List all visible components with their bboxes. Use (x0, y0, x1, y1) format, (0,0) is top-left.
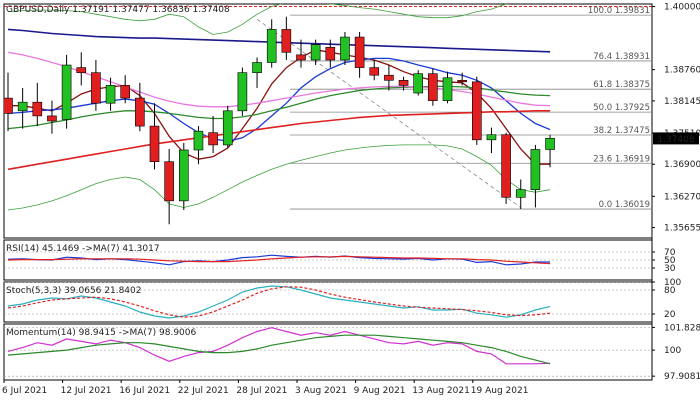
current-price-badge (653, 132, 699, 145)
sma5-line (8, 49, 551, 165)
fib-trendline (256, 18, 521, 208)
time-tick-label: 19 Aug 2021 (471, 386, 529, 396)
candle-body (32, 101, 43, 117)
fib-level-label: 38.2 1.37475 (593, 126, 650, 136)
candle-body (47, 115, 57, 122)
candle-body (325, 46, 336, 61)
sto-tick-label: 20 (664, 310, 676, 320)
time-tick-label: 28 Jul 2021 (236, 386, 287, 396)
bollinger-line (7, 4, 509, 35)
candle-body (252, 62, 262, 73)
mom-title: Momentum(14) 98.9415 ->MA(7) 98.9006 (6, 328, 197, 338)
candle-body (61, 64, 72, 120)
price-tick-label: 1.36270 (664, 192, 700, 202)
candle-body (530, 149, 541, 190)
rsi-title: RSI(14) 45.1469 ->MA(7) 41.3017 (6, 244, 160, 254)
candle-body (120, 85, 130, 99)
candle-body (501, 134, 511, 198)
price-tick-label: 1.38145 (664, 97, 700, 107)
candle-body (266, 29, 277, 63)
candle-body (164, 161, 174, 202)
fib-level-label: 100.0 1.39831 (588, 6, 650, 16)
candle-body (428, 73, 438, 101)
candle-body (354, 36, 365, 68)
main-plot-area (4, 4, 652, 225)
candle-body (222, 110, 233, 146)
time-tick-label: 6 Jul 2021 (2, 386, 47, 396)
fib-level-label: 0.0 1.36019 (599, 200, 650, 210)
rsi_ma-line (7, 255, 551, 265)
sma55-line (7, 110, 551, 171)
mom-tick-label: 97.9081 (664, 372, 700, 382)
candle-body (545, 137, 555, 150)
momentum-line (7, 327, 551, 365)
candle-body (179, 149, 189, 202)
candle-body (413, 73, 424, 94)
candle-body (149, 125, 160, 162)
candle-body (135, 97, 145, 127)
mom-tick-label: 100 (664, 346, 681, 356)
candle-body (296, 54, 306, 61)
time-tick-label: 16 Jul 2021 (119, 386, 170, 396)
candle-body (340, 36, 350, 61)
sma20-line (7, 85, 551, 130)
sto-tick-label: 100 (664, 278, 681, 288)
candle-body (4, 97, 13, 114)
momentum_ma-line (7, 334, 551, 365)
candle-body (457, 80, 467, 83)
sma30-line (7, 51, 551, 108)
chart-title: GBPUSD,Daily 1.37191 1.37477 1.36836 1.3… (6, 5, 230, 15)
candle-body (208, 132, 218, 146)
stoch_d-line (7, 286, 551, 318)
time-tick-label: 13 Aug 2021 (412, 386, 470, 396)
fib-level-label: 23.6 1.36919 (593, 154, 650, 164)
time-tick-label: 9 Aug 2021 (354, 386, 406, 396)
rsi-tick-label: 50 (664, 256, 676, 266)
fib-level-label: 50.0 1.37925 (593, 103, 650, 113)
candle-body (486, 134, 497, 141)
fib-level-label: 76.4 1.38931 (593, 52, 650, 62)
price-tick-label: 1.35655 (664, 224, 700, 234)
candle-body (193, 130, 204, 151)
rsi-tick-label: 70 (664, 248, 676, 258)
candle-body (91, 72, 101, 104)
sto-plot-area (4, 282, 652, 319)
candle-body (105, 85, 116, 104)
time-tick-label: 12 Jul 2021 (61, 386, 112, 396)
sto-title: Stoch(5,3,3) 39.0656 21.8402 (6, 286, 141, 296)
bollinger-line (7, 144, 551, 211)
sto-tick-label: 80 (664, 286, 676, 296)
candle-body (237, 72, 248, 112)
price-tick-label: 1.38760 (664, 66, 700, 76)
candle-body (310, 44, 321, 61)
rsi-plot-area (4, 251, 652, 269)
current-price-label: 1.37408 (657, 135, 694, 145)
sma100-line (7, 28, 551, 53)
rsi-tick-label: 30 (664, 264, 676, 274)
time-tick-label: 22 Jul 2021 (178, 386, 229, 396)
mom-plot-area (4, 327, 652, 377)
candle-body (442, 77, 453, 101)
price-tick-label: 1.40000 (664, 3, 700, 13)
candle-body (398, 80, 409, 86)
candle-body (369, 67, 380, 76)
mom-tick-label: 101.828 (664, 323, 700, 333)
candle-body (384, 74, 394, 81)
candle-body (76, 67, 87, 73)
price-tick-label: 1.36900 (664, 160, 700, 170)
candle-body (515, 189, 526, 198)
fib-level-label: 61.8 1.38375 (593, 80, 650, 90)
time-tick-label: 3 Aug 2021 (295, 386, 347, 396)
candle-body (17, 101, 28, 112)
candle-body (281, 29, 292, 53)
candle-body (471, 81, 482, 141)
